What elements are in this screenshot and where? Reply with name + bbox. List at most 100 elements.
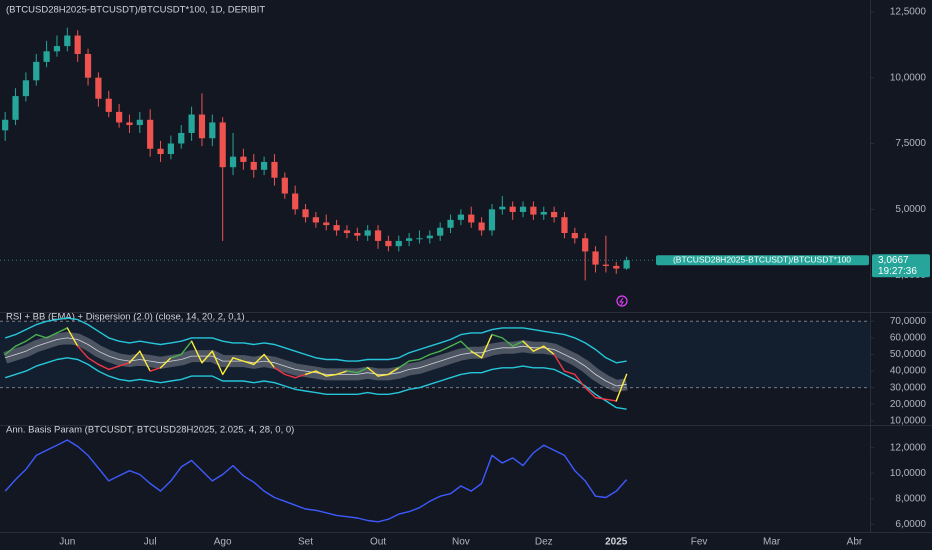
rsi-segment [87, 357, 100, 366]
candle-body [312, 217, 319, 223]
rsi-segment [429, 350, 441, 356]
candle-body [519, 206, 527, 212]
candle-body [53, 46, 61, 52]
rsi-segment [201, 350, 214, 364]
rsi-segment [139, 350, 151, 372]
rsi-segment [418, 353, 431, 361]
rsi-segment [594, 396, 607, 400]
rsi-segment [563, 370, 576, 376]
candle-body [333, 225, 340, 231]
candle-body [323, 222, 330, 226]
y-tick-label: 12,5000 [890, 6, 927, 17]
candle-body [178, 132, 185, 144]
y-tick-label: 30,0000 [890, 382, 927, 393]
candle-body [126, 122, 133, 126]
candle-body [84, 53, 92, 78]
candle-body [374, 230, 382, 241]
rsi-segment [294, 373, 307, 379]
y-tick-label: 10,0000 [890, 415, 927, 426]
rsi-segment [273, 367, 286, 376]
candle-body [385, 240, 392, 247]
candle-body [478, 222, 485, 231]
rsi-segment [387, 367, 400, 376]
y-tick-label: 40,0000 [890, 366, 927, 377]
rsi-segment [346, 370, 359, 374]
y-tick-label: 6,0000 [895, 519, 926, 530]
x-tick-label: Ago [214, 537, 232, 548]
candle-body [116, 111, 123, 123]
rsi-segment [439, 345, 452, 352]
y-tick-label: 12,0000 [890, 442, 927, 453]
alert-bolt [619, 297, 624, 306]
rsi-segment [149, 367, 162, 372]
candle-body [271, 161, 278, 178]
rsi-segment [108, 365, 120, 371]
rsi-segment [180, 340, 193, 356]
rsi-segment [284, 373, 296, 379]
candle-body [147, 119, 154, 149]
candle-body [509, 206, 516, 212]
x-tick-label: Dez [535, 537, 553, 548]
rsi-segment [449, 340, 462, 347]
rsi-segment [377, 373, 390, 377]
rsi-segment [263, 353, 276, 369]
candle-body [551, 211, 558, 218]
candle-body [447, 219, 454, 228]
candle-body [74, 35, 81, 54]
rsi-segment [118, 362, 131, 367]
candle-body [488, 209, 496, 231]
x-tick-label: Jun [59, 537, 75, 548]
rsi-segment [408, 358, 421, 362]
rsi-segment [398, 360, 410, 369]
candle-body [457, 214, 464, 220]
rsi-segment [574, 373, 586, 389]
candle-body [571, 233, 578, 239]
rsi-segment [14, 340, 27, 347]
candle-body [302, 209, 309, 218]
indicator-line [4, 357, 627, 410]
candle-body [602, 264, 609, 266]
rsi-segment [532, 345, 545, 352]
candle-body [2, 119, 9, 131]
rsi-segment [584, 386, 597, 399]
rsi-segment [253, 353, 265, 366]
rsi-segment [304, 370, 317, 376]
candle-body [499, 206, 506, 210]
rsi-segment [325, 373, 338, 377]
rsi-segment [76, 345, 89, 359]
y-tick-label: 20,0000 [890, 399, 927, 410]
candle-body [33, 61, 40, 81]
rsi-segment [211, 350, 224, 376]
rsi-segment [366, 367, 379, 377]
x-tick-label: 2025 [605, 537, 628, 548]
price-label-box [872, 254, 930, 278]
candle-body [613, 265, 620, 269]
candle-body [540, 211, 547, 215]
candle-body [240, 156, 247, 162]
indicator-title: RSI + BB (EMA) + Dispersion (2.0) (close… [6, 312, 245, 323]
candle-body [136, 119, 143, 126]
x-tick-label: Set [298, 537, 313, 548]
candle-body [530, 206, 537, 215]
alert-icon[interactable] [616, 295, 628, 307]
rsi-segment [232, 357, 245, 362]
rsi-segment [242, 360, 255, 366]
rsi-segment [35, 333, 48, 339]
rsi-segment [45, 332, 58, 339]
candle-body [209, 122, 216, 139]
candle-body [406, 238, 413, 241]
candle-body [426, 235, 433, 239]
symbol-label: (BTCUSD28H2025-BTCUSDT)/BTCUSDT*100 [673, 254, 851, 264]
candle-body [468, 214, 475, 223]
candle-body [437, 227, 444, 236]
candle-body [623, 260, 630, 269]
rsi-segment [615, 373, 628, 402]
candle-body [188, 114, 195, 133]
y-tick-label: 10,0000 [890, 468, 927, 479]
rsi-segment [501, 337, 514, 347]
indicator-line [4, 317, 627, 364]
rsi-segment [460, 340, 472, 352]
candle-body [343, 230, 351, 234]
